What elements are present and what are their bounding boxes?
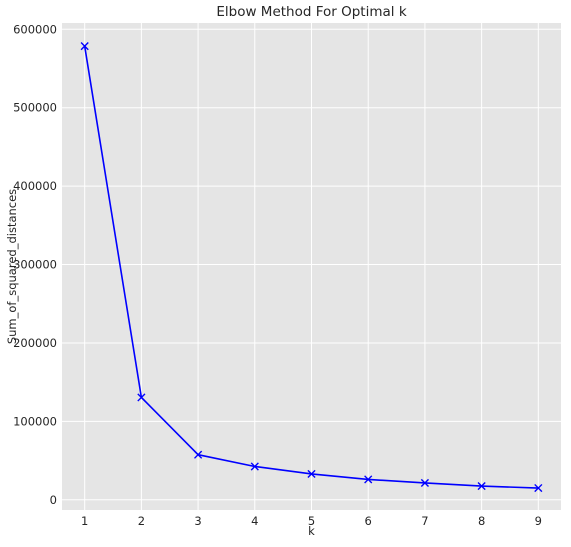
data-point-marker [420, 478, 430, 488]
y-tick-labels: 0 100000 200000 300000 400000 500000 600000 [13, 22, 57, 507]
x-tick-label: 1 [81, 514, 88, 528]
x-tick-label: 3 [194, 514, 201, 528]
data-point-marker [193, 450, 203, 459]
x-tick-label: 7 [421, 514, 428, 528]
data-point-marker [307, 469, 316, 479]
y-tick-label: 100000 [13, 414, 57, 428]
x-tick-label: 4 [251, 514, 258, 528]
y-tick-label: 400000 [13, 179, 57, 193]
chart-title: Elbow Method For Optimal k [216, 4, 406, 20]
y-tick-label: 600000 [13, 22, 57, 36]
x-tick-label: 5 [308, 514, 315, 528]
x-tick-labels: 1 2 3 4 5 6 7 8 9 [81, 514, 542, 528]
grid-lines [62, 23, 561, 510]
data-point-marker [477, 481, 486, 491]
y-tick-label: 500000 [13, 101, 57, 115]
y-tick-label: 300000 [13, 258, 57, 272]
x-tick-label: 2 [138, 514, 145, 528]
data-point-marker [534, 483, 543, 493]
x-axis-label: k [308, 524, 315, 538]
x-tick-label: 9 [535, 514, 542, 528]
y-tick-label: 200000 [13, 336, 57, 350]
y-axis-label: Sum_of_squared_distances [5, 189, 19, 344]
data-point-marker [80, 42, 89, 51]
y-tick-label: 0 [50, 493, 57, 507]
x-tick-label: 8 [478, 514, 485, 528]
marker-layer [80, 42, 543, 493]
x-tick-label: 6 [365, 514, 372, 528]
data-point-marker [137, 393, 146, 402]
data-point-marker [250, 462, 259, 471]
data-point-marker [364, 475, 373, 484]
